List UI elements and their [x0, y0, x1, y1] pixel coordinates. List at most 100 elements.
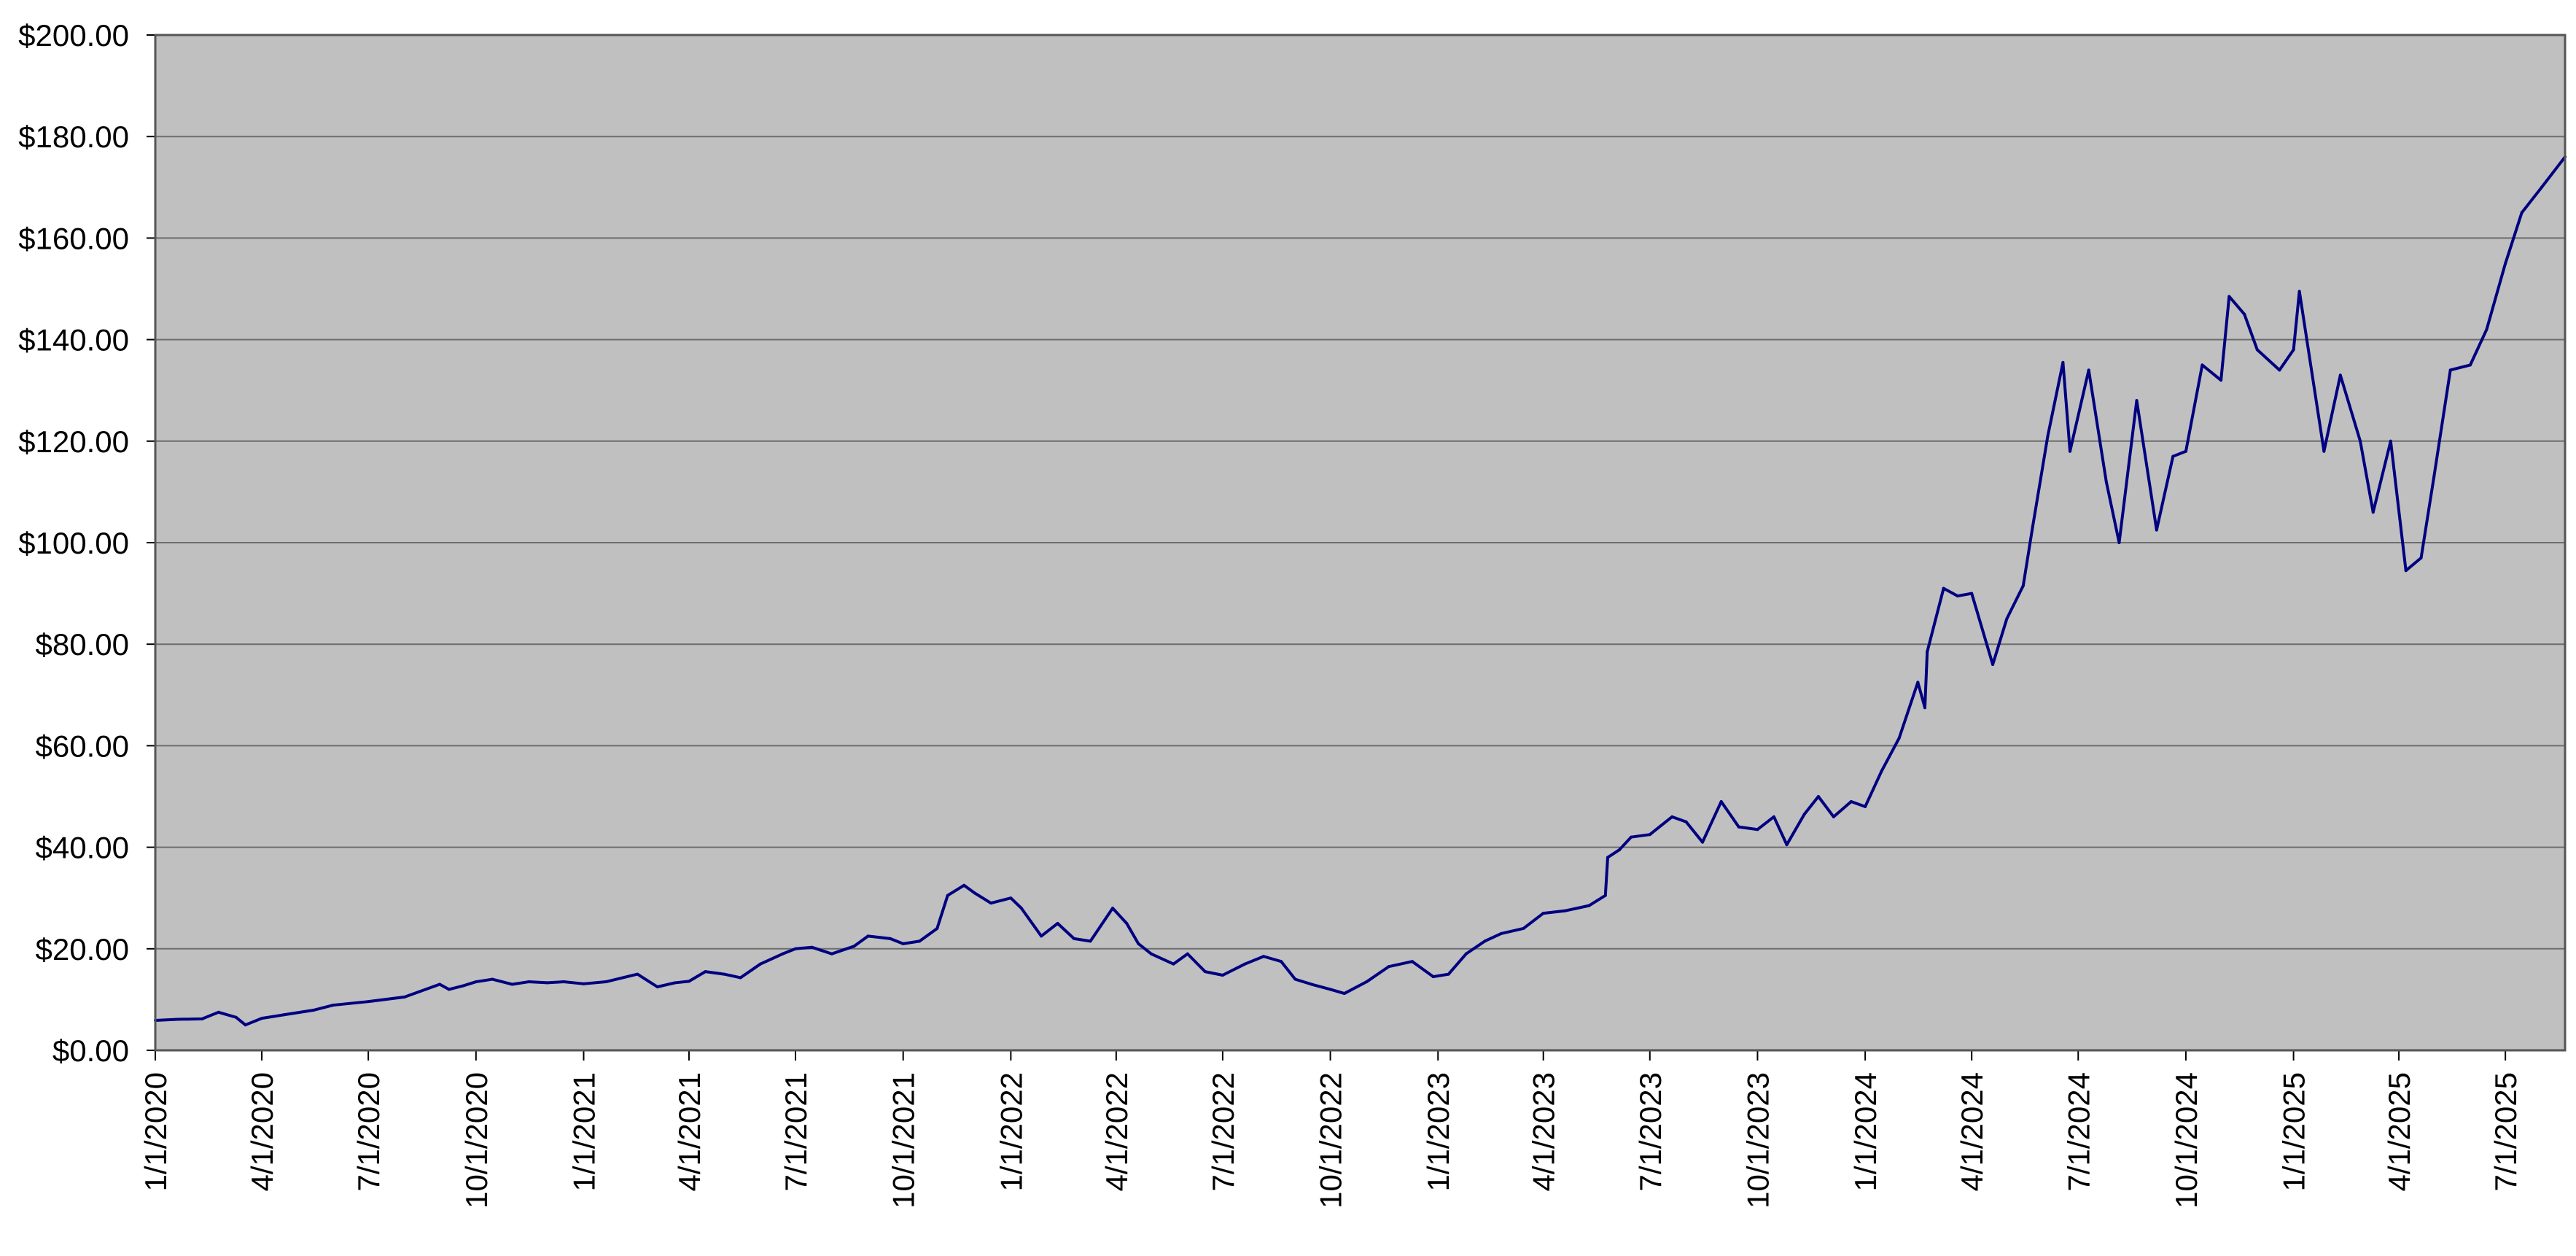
data-point — [1926, 650, 1929, 654]
data-point — [527, 980, 531, 984]
data-point — [1785, 843, 1789, 847]
data-point — [962, 883, 966, 887]
data-point — [1172, 962, 1175, 966]
x-tick-label: 10/1/2020 — [459, 1072, 494, 1209]
data-point — [1897, 736, 1901, 740]
data-point — [1618, 848, 1622, 852]
data-point — [704, 970, 707, 974]
data-point — [1221, 973, 1224, 977]
x-tick-label: 1/1/2025 — [2277, 1072, 2311, 1192]
x-tick-label: 7/1/2025 — [2489, 1072, 2523, 1192]
data-point — [510, 982, 514, 986]
data-point — [739, 976, 742, 980]
y-tick-label: $100.00 — [18, 526, 129, 560]
data-point — [1719, 799, 1723, 803]
data-point — [402, 995, 406, 999]
data-point — [217, 1010, 220, 1014]
data-point — [687, 980, 690, 983]
data-point — [176, 1017, 179, 1021]
data-point — [2540, 185, 2543, 189]
data-point — [367, 1000, 370, 1004]
data-point — [2201, 363, 2204, 367]
plot-border — [154, 34, 2567, 1052]
data-point — [866, 934, 870, 938]
data-point — [2322, 449, 2326, 453]
data-point — [1541, 912, 1545, 915]
data-point — [2359, 439, 2362, 443]
data-point — [1880, 770, 1883, 773]
data-point — [723, 972, 726, 976]
data-point — [1587, 904, 1591, 907]
data-point — [2135, 399, 2139, 403]
y-tick-label: $80.00 — [36, 627, 129, 662]
data-point — [1670, 815, 1674, 818]
data-point — [901, 942, 905, 945]
data-point — [2338, 373, 2342, 377]
data-point — [1342, 992, 1346, 996]
data-point — [2021, 584, 2025, 588]
data-point — [1648, 833, 1651, 837]
y-tick-label: $40.00 — [36, 831, 129, 865]
data-point — [1137, 942, 1140, 945]
data-point — [1916, 681, 1920, 684]
data-point — [2468, 363, 2472, 367]
data-point — [438, 982, 442, 986]
data-point — [582, 982, 585, 985]
x-tick-label: 1/1/2022 — [994, 1072, 1028, 1192]
data-point — [1310, 982, 1313, 986]
y-tick-label: $140.00 — [18, 323, 129, 357]
data-point — [1970, 592, 1974, 595]
data-point — [655, 985, 659, 988]
x-tick-label: 4/1/2022 — [1100, 1072, 1134, 1192]
data-point — [1603, 893, 1607, 897]
data-point — [474, 980, 478, 984]
data-point — [2117, 541, 2121, 544]
data-point — [1864, 805, 1867, 808]
data-point — [1832, 815, 1835, 818]
x-tick-label: 10/1/2022 — [1314, 1072, 1348, 1209]
data-point — [1125, 922, 1129, 925]
data-point — [1522, 926, 1525, 930]
data-point — [2061, 360, 2065, 364]
data-point — [1019, 907, 1023, 910]
data-point — [562, 980, 566, 984]
y-tick-label: $160.00 — [18, 221, 129, 255]
x-tick-label: 10/1/2023 — [1740, 1072, 1775, 1209]
data-point — [1956, 594, 1959, 598]
data-point — [234, 1015, 238, 1019]
x-tick-label: 10/1/2024 — [2169, 1072, 2203, 1209]
x-tick-label: 4/1/2024 — [1955, 1072, 1989, 1192]
data-point — [1387, 965, 1390, 969]
y-tick-label: $120.00 — [18, 425, 129, 459]
data-point — [2219, 379, 2223, 382]
data-point — [1772, 815, 1775, 818]
data-point — [1243, 962, 1247, 966]
data-point — [2504, 262, 2507, 265]
data-point — [545, 981, 549, 985]
data-point — [1942, 586, 1945, 590]
data-point — [2155, 528, 2158, 532]
x-tick-label: 10/1/2021 — [887, 1072, 921, 1209]
data-point — [946, 893, 949, 897]
data-point — [1365, 980, 1369, 984]
x-tick-label: 7/1/2022 — [1206, 1072, 1240, 1192]
data-point — [447, 988, 451, 991]
x-tick-label: 4/1/2021 — [672, 1072, 707, 1192]
data-point — [2292, 348, 2295, 352]
data-point — [1293, 977, 1297, 981]
data-point — [1816, 795, 1820, 798]
data-point — [2389, 439, 2392, 443]
data-point — [2069, 449, 2072, 453]
data-point — [889, 937, 892, 940]
data-point — [1737, 825, 1740, 829]
y-tick-label: $180.00 — [18, 120, 129, 154]
data-point — [1701, 840, 1705, 844]
data-point — [331, 1004, 335, 1007]
data-point — [1564, 909, 1568, 912]
x-tick-label: 7/1/2021 — [779, 1072, 813, 1192]
x-tick-label: 1/1/2021 — [567, 1072, 601, 1192]
data-point — [1149, 952, 1153, 955]
data-point — [462, 984, 465, 988]
